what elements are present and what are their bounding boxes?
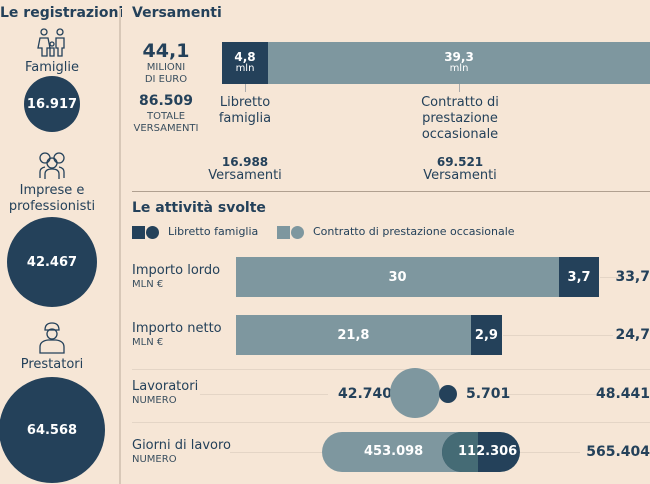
contratto-label: Contratto di (421, 95, 499, 110)
attivita-title: Le attività svolte (132, 200, 266, 216)
family-icon (37, 28, 65, 57)
contratto-count-label: Versamenti (423, 168, 497, 183)
total-lavoratori: 48.441 (595, 386, 650, 402)
legend-contratto: Contratto di prestazione occasionale (313, 225, 515, 238)
legend-circle-contratto (291, 226, 304, 239)
contratto-amount-bar: 39,3 mln (268, 42, 650, 84)
bar-netto-contratto: 21,8 (236, 315, 471, 355)
contratto-label-2: prestazione (422, 111, 498, 126)
giorni-overlap-shape (442, 432, 478, 472)
legend-circle-libretto (146, 226, 159, 239)
bar-lordo-libretto: 3,7 (559, 257, 599, 297)
bar-lordo-contratto: 30 (236, 257, 560, 297)
row-unit-netto: MLN € (132, 337, 164, 348)
libretto-label-2: famiglia (218, 111, 272, 126)
row-label-lavoratori: Lavoratori (132, 379, 199, 394)
total-count-unit-2: VERSAMENTI (133, 123, 199, 134)
lavoratori-contratto-circle (390, 368, 440, 418)
imprese-circle: 42.467 (7, 217, 97, 307)
legend-square-libretto (132, 226, 145, 239)
legend-square-contratto (277, 226, 290, 239)
total-count-unit: TOTALE (146, 111, 186, 122)
total-amount-unit-2: DI EURO (144, 74, 188, 85)
row-label-lordo: Importo lordo (132, 263, 221, 278)
row-label-giorni: Giorni di lavoro (132, 438, 231, 453)
contratto-amount: 39,3 (444, 50, 474, 64)
total-amount-unit: MILIONI (146, 62, 186, 73)
prestatori-circle: 64.568 (0, 377, 105, 483)
total-amount: 44,1 (142, 40, 190, 62)
total-lordo: 33,7 (615, 269, 650, 285)
libretto-label: Libretto (219, 95, 271, 110)
row-label-netto: Importo netto (132, 321, 222, 336)
column-divider (119, 8, 121, 484)
row-unit-giorni: NUMERO (132, 454, 177, 465)
row-unit-lavoratori: NUMERO (132, 395, 177, 406)
lavoratori-libretto-value: 5.701 (466, 386, 511, 402)
contratto-unit: mln (449, 63, 469, 74)
giorni-contratto-value: 453.098 (364, 444, 424, 459)
total-giorni: 565.404 (586, 444, 650, 460)
legend-libretto: Libretto famiglia (168, 225, 259, 238)
total-netto: 24,7 (615, 327, 650, 343)
total-count: 86.509 (138, 93, 194, 109)
libretto-amount: 4,8 (234, 50, 256, 64)
group-label-famiglie: Famiglie (25, 60, 79, 75)
contratto-count: 69.521 (436, 155, 484, 169)
contratto-label-3: occasionale (421, 127, 499, 142)
business-group-icon (39, 152, 65, 179)
libretto-amount-bar: 4,8 mln (222, 42, 268, 84)
group-label-prestatori: Prestatori (20, 357, 84, 372)
libretto-unit: mln (235, 63, 255, 74)
bar-netto-libretto: 2,9 (470, 315, 503, 355)
giorni-pill: 453.098 112.306 (322, 432, 520, 472)
group-label-imprese: Imprese e professionisti (8, 183, 96, 214)
lavoratori-libretto-circle (439, 385, 457, 403)
row-unit-lordo: MLN € (132, 279, 164, 290)
libretto-count: 16.988 (221, 155, 269, 169)
giorni-libretto-value: 112.306 (458, 444, 518, 459)
lavoratori-contratto-value: 42.740 (338, 386, 393, 402)
libretto-count-label: Versamenti (208, 168, 282, 183)
famiglie-circle: 16.917 (24, 76, 80, 132)
versamenti-title: Versamenti (132, 5, 222, 21)
registrations-title: Le registrazioni (0, 5, 124, 21)
worker-icon (39, 322, 65, 354)
